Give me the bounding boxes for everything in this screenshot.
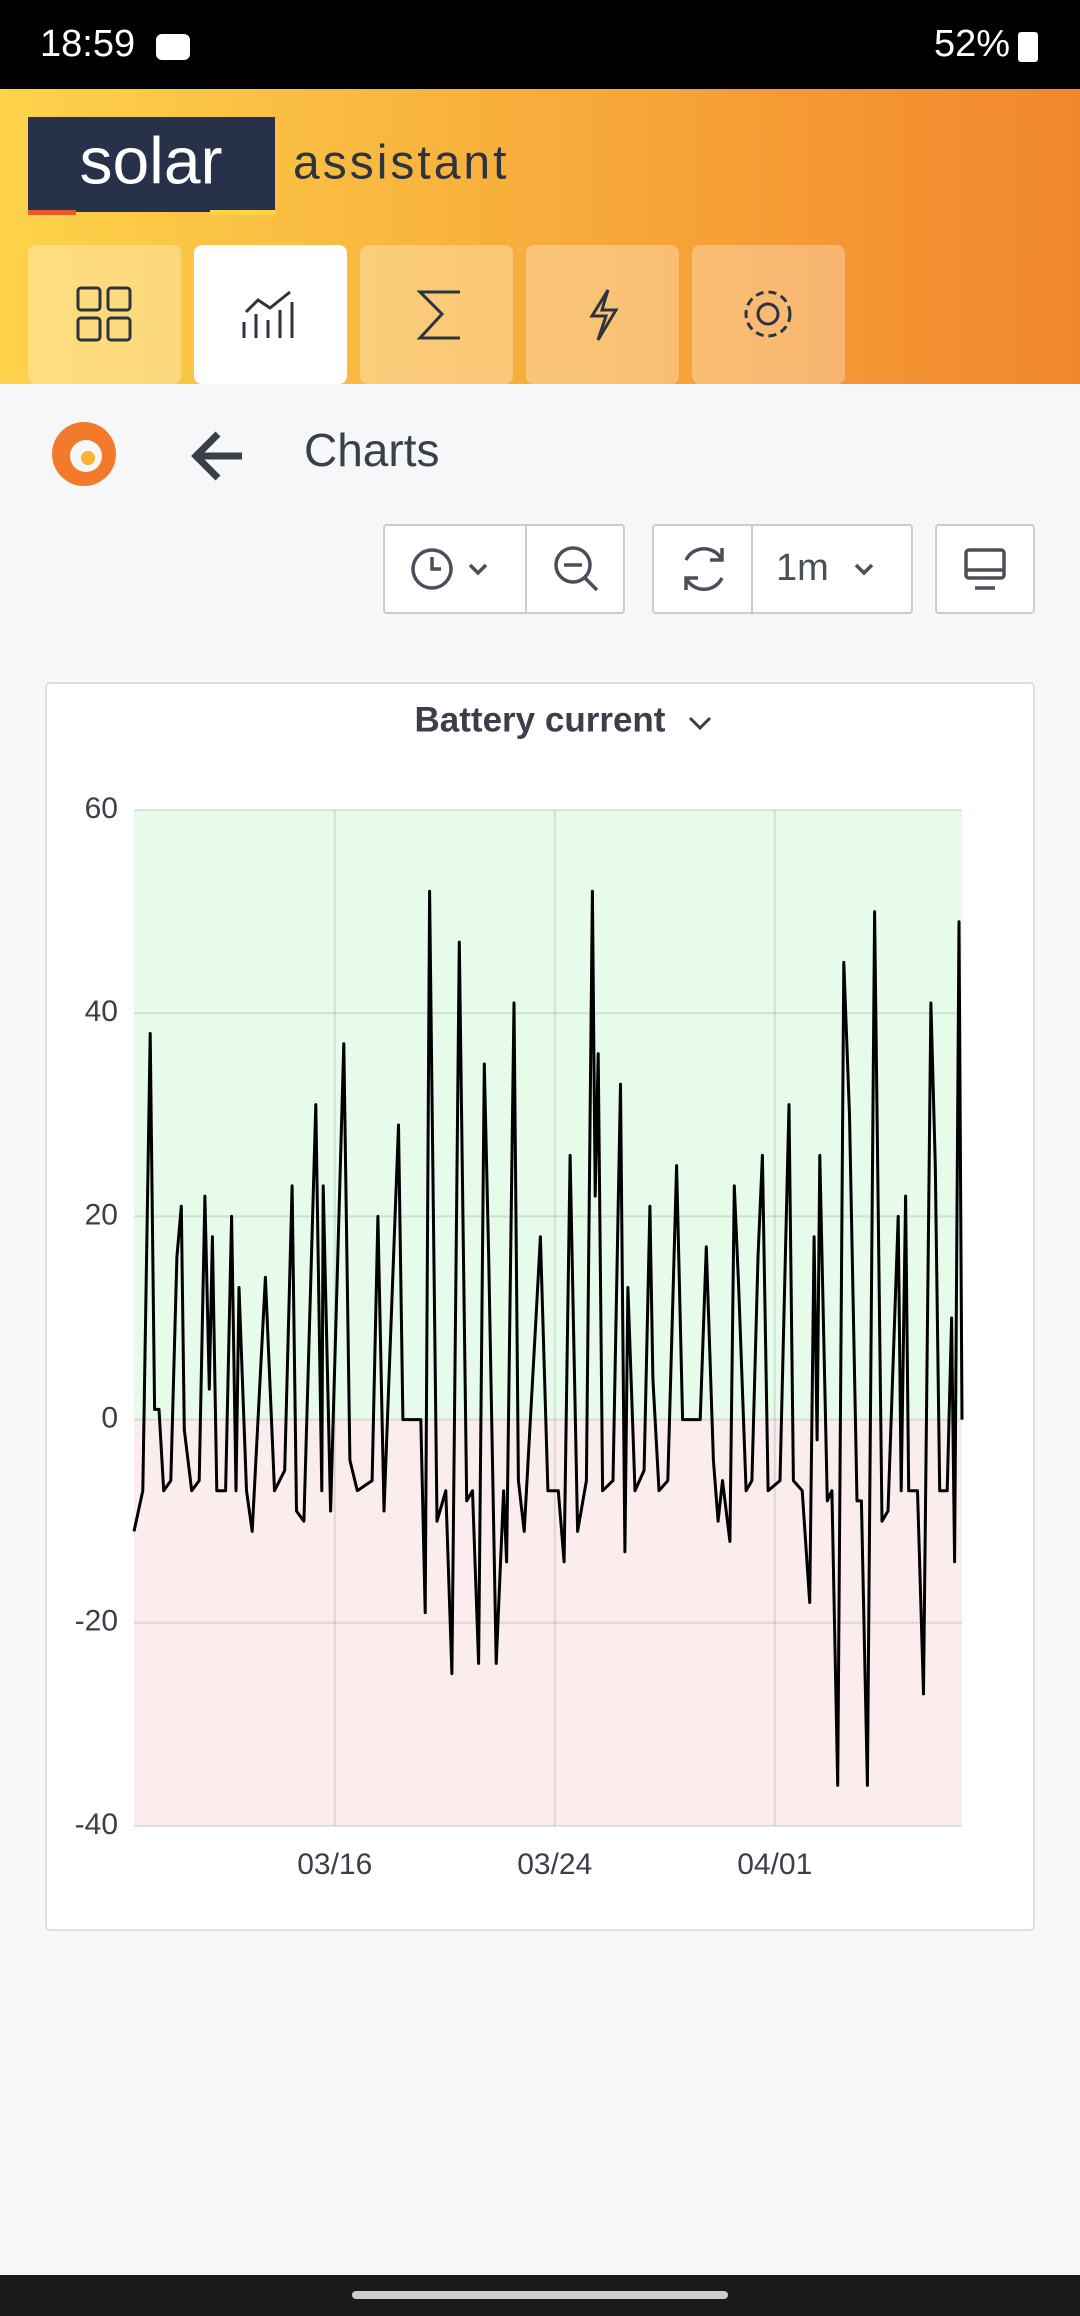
logo-text: assistant: [293, 137, 509, 190]
x-tick-label: 03/16: [297, 1848, 372, 1881]
y-tick-label: 20: [85, 1198, 118, 1231]
back-button[interactable]: [191, 431, 242, 481]
tab-icons: [76, 286, 792, 342]
logo-stripe: [210, 210, 275, 215]
logo-box-text: solar: [79, 123, 222, 197]
panel-menu[interactable]: [688, 716, 712, 731]
y-tick-label: 0: [101, 1402, 118, 1435]
x-tick-label: 03/24: [517, 1848, 592, 1881]
status-battery: 52%: [934, 23, 1010, 65]
line-series: [132, 889, 964, 1787]
zone-positive: [134, 810, 962, 1420]
refresh-group[interactable]: [652, 524, 913, 614]
logo-box: [28, 117, 275, 212]
status-icon: [156, 34, 190, 60]
grafana-logo: [52, 422, 116, 486]
chart-title: Battery current: [415, 700, 666, 739]
refresh-interval: 1m: [776, 547, 829, 589]
toolbar-icons: [411, 546, 1006, 592]
battery-icon: [1018, 32, 1038, 62]
time-picker[interactable]: [383, 524, 625, 614]
x-tick-label: 04/01: [737, 1848, 812, 1881]
page-title: Charts: [304, 424, 439, 476]
y-tick-label: -40: [75, 1808, 118, 1841]
home-indicator[interactable]: [352, 2291, 728, 2299]
tab-totals[interactable]: [360, 245, 513, 384]
y-tick-label: 40: [85, 995, 118, 1028]
y-tick-label: -20: [75, 1605, 118, 1638]
tab-charts[interactable]: [194, 245, 347, 384]
tab-settings[interactable]: [692, 245, 845, 384]
logo-stripe: [28, 210, 76, 215]
y-tick-label: 60: [85, 792, 118, 825]
nav-tabs: [28, 245, 845, 384]
status-time: 18:59: [40, 23, 135, 65]
tab-dashboard[interactable]: [28, 245, 181, 384]
